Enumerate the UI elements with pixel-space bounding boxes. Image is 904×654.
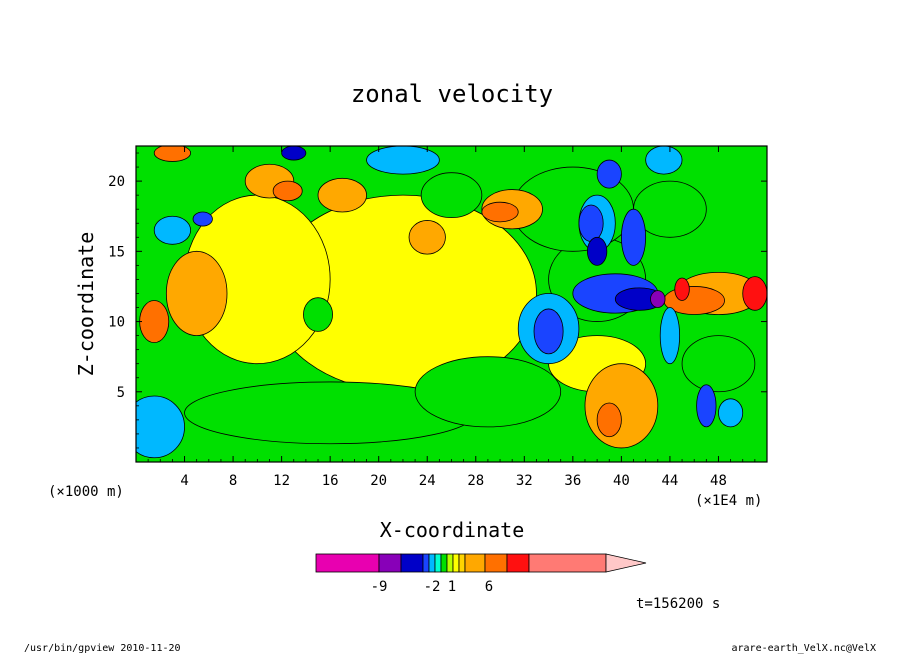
x-tick-label: 40 <box>613 473 630 489</box>
contour-region <box>659 307 681 365</box>
contour-region <box>317 177 367 213</box>
x-tick-label: 48 <box>710 473 727 489</box>
x-tick-label: 16 <box>322 473 339 489</box>
contour-field <box>136 146 767 462</box>
y-tick-label: 15 <box>108 244 125 260</box>
x-tick-label: 12 <box>273 473 290 489</box>
contour-region <box>620 208 647 266</box>
contour-region <box>587 236 608 266</box>
contour-region <box>584 363 659 449</box>
contour-region <box>596 159 622 189</box>
y-tick-label: 20 <box>108 174 125 190</box>
colorbar-tick-label: -9 <box>371 579 388 595</box>
contour-region <box>674 277 690 301</box>
contour-region <box>696 384 717 428</box>
x-tick-label: 32 <box>516 473 533 489</box>
colorbar-tick-label: -2 <box>424 579 441 595</box>
contour-region <box>420 172 483 219</box>
y-tick-label: 10 <box>108 315 125 331</box>
contour-region <box>408 220 446 255</box>
colorbar-segment <box>452 553 460 573</box>
footer-right: arare-earth_VelX.nc@VelX <box>732 643 877 654</box>
contour-region <box>414 356 562 428</box>
time-label: t=156200 s <box>636 596 720 612</box>
colorbar-tick-label: 1 <box>448 579 456 595</box>
colorbar-segment <box>440 553 448 573</box>
colorbar-segment <box>528 553 607 573</box>
footer-left: /usr/bin/gpview 2010-11-20 <box>24 643 181 654</box>
contour-region <box>139 300 170 344</box>
colorbar-tick-label: 6 <box>485 579 493 595</box>
x-tick-label: 24 <box>419 473 436 489</box>
x-tick-label: 20 <box>370 473 387 489</box>
colorbar-segment <box>484 553 508 573</box>
x-axis-label: X-coordinate <box>380 518 525 542</box>
contour-region <box>596 402 622 438</box>
contour-region <box>366 146 440 175</box>
contour-region <box>153 215 192 245</box>
x-unit-right: (×1E4 m) <box>695 493 762 509</box>
colorbar-segment <box>422 553 430 573</box>
x-tick-label: 28 <box>467 473 484 489</box>
contour-region <box>742 276 767 311</box>
colorbar-segment <box>400 553 424 573</box>
x-tick-label: 8 <box>229 473 237 489</box>
x-unit-left: (×1000 m) <box>48 484 124 500</box>
contour-region <box>165 250 228 337</box>
contour-region <box>650 290 666 308</box>
colorbar-segment <box>315 553 380 573</box>
contour-region <box>192 211 213 227</box>
contour-region <box>281 146 307 161</box>
contour-region <box>578 204 604 242</box>
contour-region <box>153 146 192 162</box>
colorbar-segment <box>446 553 454 573</box>
y-tick-label: 5 <box>117 385 125 401</box>
chart-title: zonal velocity <box>351 80 553 108</box>
colorbar <box>315 553 647 573</box>
colorbar-segment <box>428 553 436 573</box>
y-axis-label: Z-coordinate <box>74 232 98 377</box>
x-tick-label: 44 <box>661 473 678 489</box>
colorbar-segment <box>434 553 442 573</box>
colorbar-segment <box>464 553 486 573</box>
contour-region <box>681 335 756 393</box>
colorbar-arrow <box>605 553 647 573</box>
colorbar-segment <box>378 553 402 573</box>
contour-region <box>272 180 303 202</box>
x-tick-label: 36 <box>564 473 581 489</box>
contour-region <box>481 201 519 223</box>
x-tick-label: 4 <box>180 473 188 489</box>
contour-region <box>533 308 564 355</box>
contour-region <box>718 398 744 428</box>
contour-region <box>645 146 683 175</box>
colorbar-segment <box>458 553 466 573</box>
contour-region <box>136 395 185 459</box>
colorbar-segment <box>506 553 530 573</box>
contour-region <box>303 297 333 332</box>
